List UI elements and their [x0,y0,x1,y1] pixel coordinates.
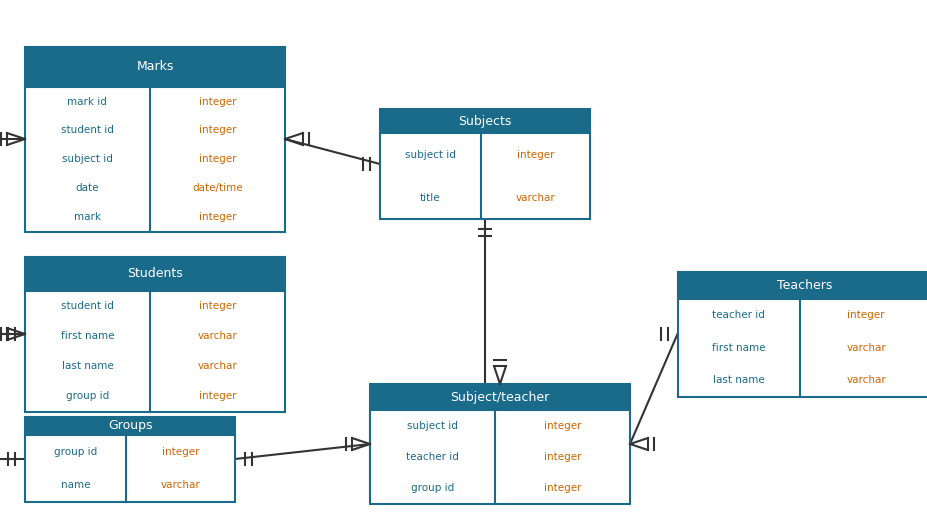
Text: Subjects: Subjects [458,115,512,128]
Text: Students: Students [127,267,183,280]
Text: mark id: mark id [68,97,108,106]
Text: date: date [76,183,99,193]
Text: name: name [60,480,90,490]
Text: Subject/teacher: Subject/teacher [451,391,550,404]
Text: varchar: varchar [160,480,200,490]
Text: integer: integer [198,391,236,401]
Text: integer: integer [198,212,236,222]
Text: group id: group id [54,447,97,457]
Text: varchar: varchar [846,343,886,353]
Bar [25,256,285,291]
Text: integer: integer [516,149,554,160]
Text: integer: integer [198,97,236,106]
Text: integer: integer [161,447,199,457]
Text: date/time: date/time [192,183,243,193]
Text: Teachers: Teachers [778,279,832,292]
Text: group id: group id [411,483,454,494]
Bar [25,47,285,87]
Bar [380,133,590,219]
Bar [25,435,235,501]
Text: varchar: varchar [515,193,555,202]
Text: first name: first name [60,331,114,341]
Text: last name: last name [713,375,765,385]
Text: title: title [420,193,440,202]
Text: integer: integer [198,301,236,311]
Text: mark: mark [74,212,101,222]
Text: integer: integer [543,421,581,431]
Bar [678,299,927,397]
Text: student id: student id [61,126,114,135]
Text: Groups: Groups [108,419,152,432]
Text: integer: integer [198,154,236,165]
Text: varchar: varchar [197,361,237,371]
Text: subject id: subject id [62,154,113,165]
Text: teacher id: teacher id [712,310,765,320]
Text: integer: integer [198,126,236,135]
Bar [370,384,630,411]
Text: teacher id: teacher id [406,452,459,462]
Text: varchar: varchar [197,331,237,341]
Text: integer: integer [847,310,885,320]
Text: subject id: subject id [407,421,458,431]
Text: student id: student id [61,301,114,311]
Bar [370,411,630,504]
Bar [25,87,285,231]
Text: Marks: Marks [136,60,173,73]
Text: integer: integer [543,452,581,462]
Bar [25,417,235,435]
Bar [380,109,590,133]
Text: group id: group id [66,391,109,401]
Bar [678,271,927,299]
Text: last name: last name [61,361,113,371]
Text: subject id: subject id [405,149,456,160]
Text: first name: first name [712,343,766,353]
Text: varchar: varchar [846,375,886,385]
Text: integer: integer [543,483,581,494]
Bar [25,291,285,412]
